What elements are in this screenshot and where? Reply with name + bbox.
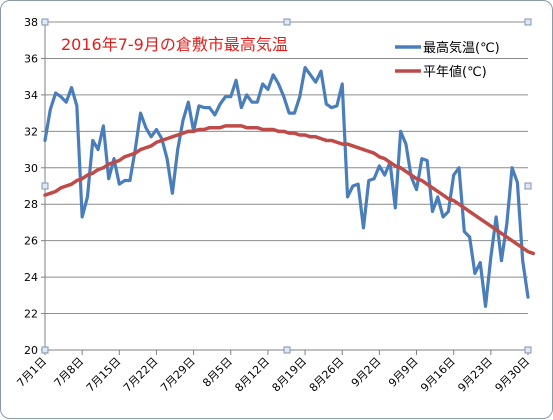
y-axis-tick-labels: 20 22 24 26 28 30 32 34 36 38 (24, 16, 38, 357)
x-tick-label: 7月8日 (52, 355, 87, 390)
x-tick-label: 7月29日 (158, 355, 198, 395)
resize-handle-right[interactable] (524, 182, 532, 190)
y-tick-label: 38 (24, 16, 38, 29)
y-tick-label: 26 (24, 235, 38, 248)
legend: 最高気温(℃) 平年値(℃) (395, 40, 500, 80)
x-tick-label: 8月5日 (200, 355, 235, 390)
plot-area (41, 21, 536, 355)
resize-handle-top-left[interactable] (41, 18, 49, 26)
chart-title: 2016年7-9月の倉敷市最高気温 (61, 35, 288, 54)
resize-handle-bottom-left[interactable] (41, 346, 49, 354)
series-line-max-temperature (43, 65, 530, 308)
x-tick-label: 9月2日 (349, 355, 384, 390)
resize-handle-bottom[interactable] (283, 346, 291, 354)
x-axis-tick-marks (44, 350, 529, 355)
resize-handle-top-right[interactable] (524, 18, 532, 26)
selection-handles[interactable] (41, 18, 532, 354)
x-tick-label: 9月16日 (418, 355, 458, 395)
gridlines (41, 21, 528, 351)
x-tick-label: 8月19日 (270, 355, 310, 395)
x-tick-label: 9月9日 (386, 355, 421, 390)
resize-handle-left[interactable] (41, 182, 49, 190)
x-tick-label: 8月12日 (232, 355, 272, 395)
x-tick-label: 9月23日 (455, 355, 495, 395)
y-tick-label: 36 (24, 52, 38, 65)
x-tick-label: 7月22日 (121, 355, 161, 395)
y-tick-label: 34 (24, 89, 38, 102)
y-tick-label: 24 (24, 271, 38, 284)
series-line-normal-temperature (43, 124, 536, 256)
x-tick-label: 7月15日 (84, 355, 124, 395)
y-tick-label: 32 (24, 125, 38, 138)
resize-handle-bottom-right[interactable] (524, 346, 532, 354)
x-tick-label: 7月1日 (14, 355, 49, 390)
y-tick-label: 22 (24, 308, 38, 321)
y-tick-label: 30 (24, 162, 38, 175)
plot-background (45, 22, 528, 350)
legend-label-series-1: 最高気温(℃) (423, 40, 500, 56)
x-tick-label: 8月26日 (307, 355, 347, 395)
y-tick-label: 28 (24, 198, 38, 211)
x-tick-label: 9月30日 (493, 355, 533, 395)
legend-label-series-2: 平年値(℃) (423, 64, 487, 80)
resize-handle-top[interactable] (283, 18, 291, 26)
series-lines (43, 65, 536, 308)
y-tick-label: 20 (24, 344, 38, 357)
